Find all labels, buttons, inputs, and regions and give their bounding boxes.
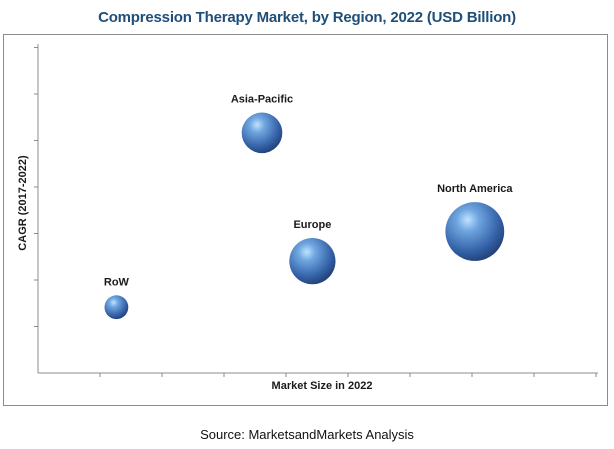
x-axis-label: Market Size in 2022	[272, 380, 373, 392]
bubble-north-america	[445, 202, 505, 261]
bubble-europe	[289, 238, 336, 285]
chart-title: Compression Therapy Market, by Region, 2…	[98, 9, 516, 26]
chart-frame	[3, 34, 608, 406]
axes	[34, 44, 598, 377]
bubble-label-europe: Europe	[293, 219, 331, 231]
bubble-label-row: RoW	[104, 276, 130, 288]
bubble-label-north-america: North America	[437, 183, 513, 195]
source-note: Source: MarketsandMarkets Analysis	[200, 427, 414, 442]
bubble-asia-pacific	[241, 112, 283, 154]
bubble-label-asia-pacific: Asia-Pacific	[231, 94, 293, 106]
bubble-row	[104, 295, 129, 320]
y-axis-label: CAGR (2017-2022)	[17, 155, 29, 251]
